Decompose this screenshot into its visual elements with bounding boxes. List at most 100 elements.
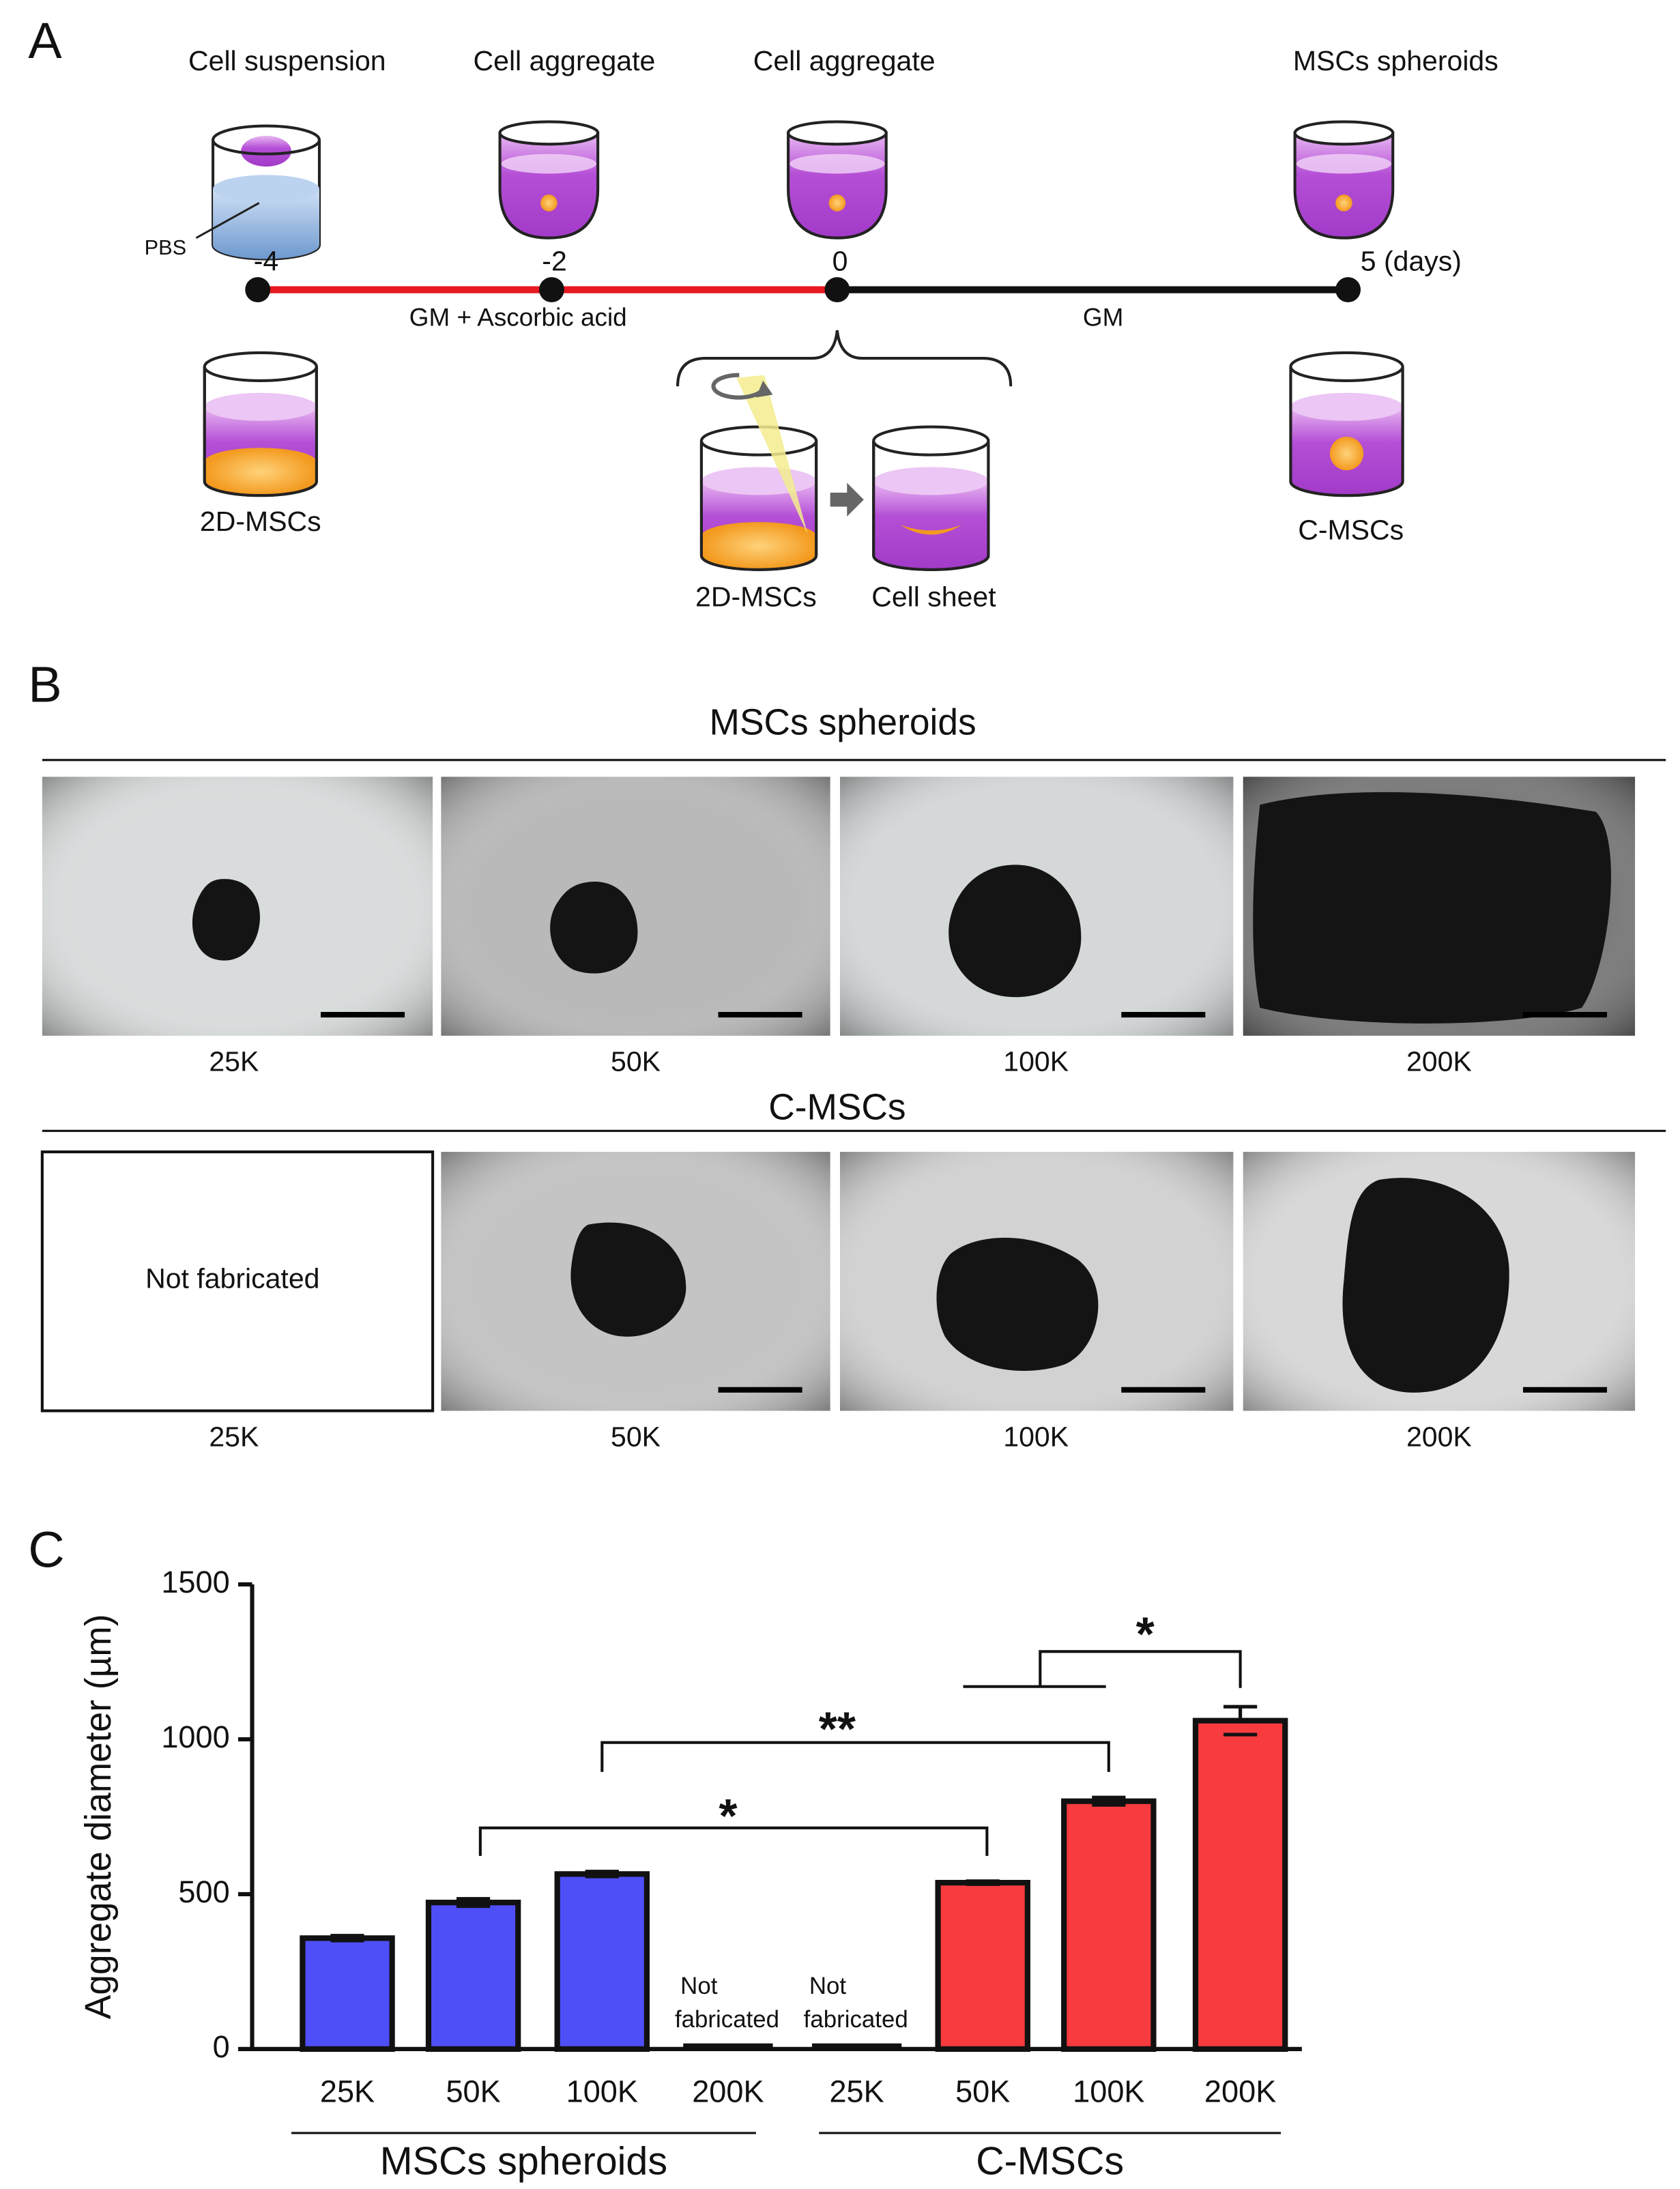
significance-label: * — [719, 1789, 738, 1842]
y-tick-label: 1500 — [161, 1565, 229, 1599]
annotation: fabricated — [804, 2006, 908, 2033]
cup-label: Cell sheet — [871, 581, 996, 613]
pbs-label: PBS — [145, 235, 187, 259]
timepoint: 5 (days) — [1361, 245, 1462, 276]
aggregate-image — [948, 865, 1082, 998]
x-tick-label: 200K — [692, 2074, 764, 2108]
cup-rim — [787, 120, 888, 146]
x-tick-label: 25K — [320, 2074, 375, 2108]
medium-top — [701, 467, 817, 495]
medium-top — [1290, 392, 1403, 421]
cell-layer — [204, 448, 317, 496]
not-fabricated: Not fabricated — [145, 1263, 319, 1294]
aggregate-image — [192, 879, 261, 961]
liquid-top — [790, 154, 885, 174]
timepoint-dot — [824, 277, 850, 303]
medium-top — [873, 467, 989, 495]
bar — [300, 1935, 395, 2052]
cup-rim — [872, 425, 990, 456]
bar — [1061, 1798, 1157, 2052]
annotation: fabricated — [675, 2006, 779, 2033]
panel-letter: C — [28, 1521, 64, 1578]
image-label: 200K — [1406, 1421, 1472, 1452]
cup-label: 2D-MSCs — [695, 581, 817, 613]
pbs-top — [213, 175, 319, 203]
annotation: Not — [809, 1973, 847, 1999]
cup-rim — [212, 124, 321, 156]
bar — [554, 1871, 650, 2052]
panel-letter: B — [28, 656, 61, 713]
drop — [241, 135, 291, 167]
significance-bracket — [963, 1650, 1242, 1688]
significance-bracket — [478, 1826, 989, 1856]
timepoint: -4 — [254, 245, 278, 276]
aggregate-image — [936, 1237, 1099, 1371]
group-label: MSCs spheroids — [380, 2139, 667, 2183]
cup-label: C-MSCs — [1298, 514, 1404, 545]
liquid-top — [1296, 154, 1392, 174]
aggregate — [1335, 194, 1352, 212]
y-tick-label: 500 — [178, 1874, 229, 1909]
image-label: 50K — [611, 1046, 661, 1077]
chart: 0 500 1000 1500 25K 50K 100K 200K Not fabricated M… — [161, 1565, 1302, 2183]
group-label: C-MSCs — [976, 2139, 1124, 2183]
pbs — [213, 188, 319, 259]
rotation-arrow — [711, 373, 765, 400]
medium — [873, 480, 989, 570]
panel-letter: A — [28, 12, 62, 69]
x-tick-label: 200K — [1204, 2074, 1276, 2108]
bar — [425, 1900, 521, 2052]
stage-label: Cell aggregate — [474, 45, 656, 76]
cup-outline — [872, 441, 990, 571]
timepoint: -2 — [542, 245, 566, 276]
phase-label: GM + Ascorbic acid — [409, 303, 627, 331]
bar — [1192, 1717, 1288, 2052]
rotation-head — [755, 380, 773, 398]
cup-outline — [699, 441, 818, 571]
cup-rim — [203, 351, 318, 382]
x-tick-label: 50K — [955, 2074, 1010, 2108]
micrograph-shade — [441, 777, 830, 1036]
aggregate — [540, 194, 557, 212]
layout — [40, 120, 1666, 1412]
aggregate-image — [1253, 792, 1611, 1024]
aggregate — [828, 194, 846, 212]
cup-label: 2D-MSCs — [200, 506, 321, 537]
process-arrow — [830, 482, 864, 517]
y-tick-label: 0 — [213, 2029, 230, 2064]
cup-rim — [1293, 120, 1395, 146]
row-title: MSCs spheroids — [710, 703, 976, 743]
timepoint-dot — [539, 277, 564, 303]
image-label: 200K — [1406, 1046, 1472, 1077]
error-bar — [330, 1934, 364, 1943]
aggregate-image — [1342, 1178, 1509, 1393]
pbs-pointer — [195, 202, 260, 240]
pipette — [736, 375, 808, 535]
cup-outline — [1289, 366, 1404, 497]
y-tick-label: 1000 — [161, 1720, 229, 1754]
aggregate-image — [550, 881, 638, 974]
empty-frame — [40, 1150, 435, 1412]
significance-label: * — [1136, 1607, 1155, 1660]
image-label: 25K — [209, 1421, 259, 1452]
cup-rim — [498, 120, 600, 146]
image-label: 50K — [611, 1421, 661, 1452]
phase-label: GM — [1083, 303, 1123, 331]
error-bar — [966, 1879, 1000, 1886]
cell-layer — [701, 522, 817, 570]
timepoint-dot — [245, 277, 271, 303]
spheroid — [1329, 436, 1364, 471]
timepoint-dot — [1335, 277, 1361, 303]
stage-label: Cell aggregate — [753, 45, 936, 76]
cup — [1293, 131, 1395, 240]
stage-label: MSCs spheroids — [1293, 45, 1498, 76]
y-axis-label: Aggregate diameter (µm) — [78, 1614, 119, 2020]
image-label: 100K — [1003, 1046, 1069, 1077]
error-bar — [1223, 1705, 1258, 1737]
stage-label: Cell suspension — [188, 45, 386, 76]
annotation: Not — [680, 1973, 718, 1999]
cup — [787, 131, 888, 240]
bar — [935, 1879, 1030, 2052]
error-bar — [1092, 1795, 1126, 1807]
